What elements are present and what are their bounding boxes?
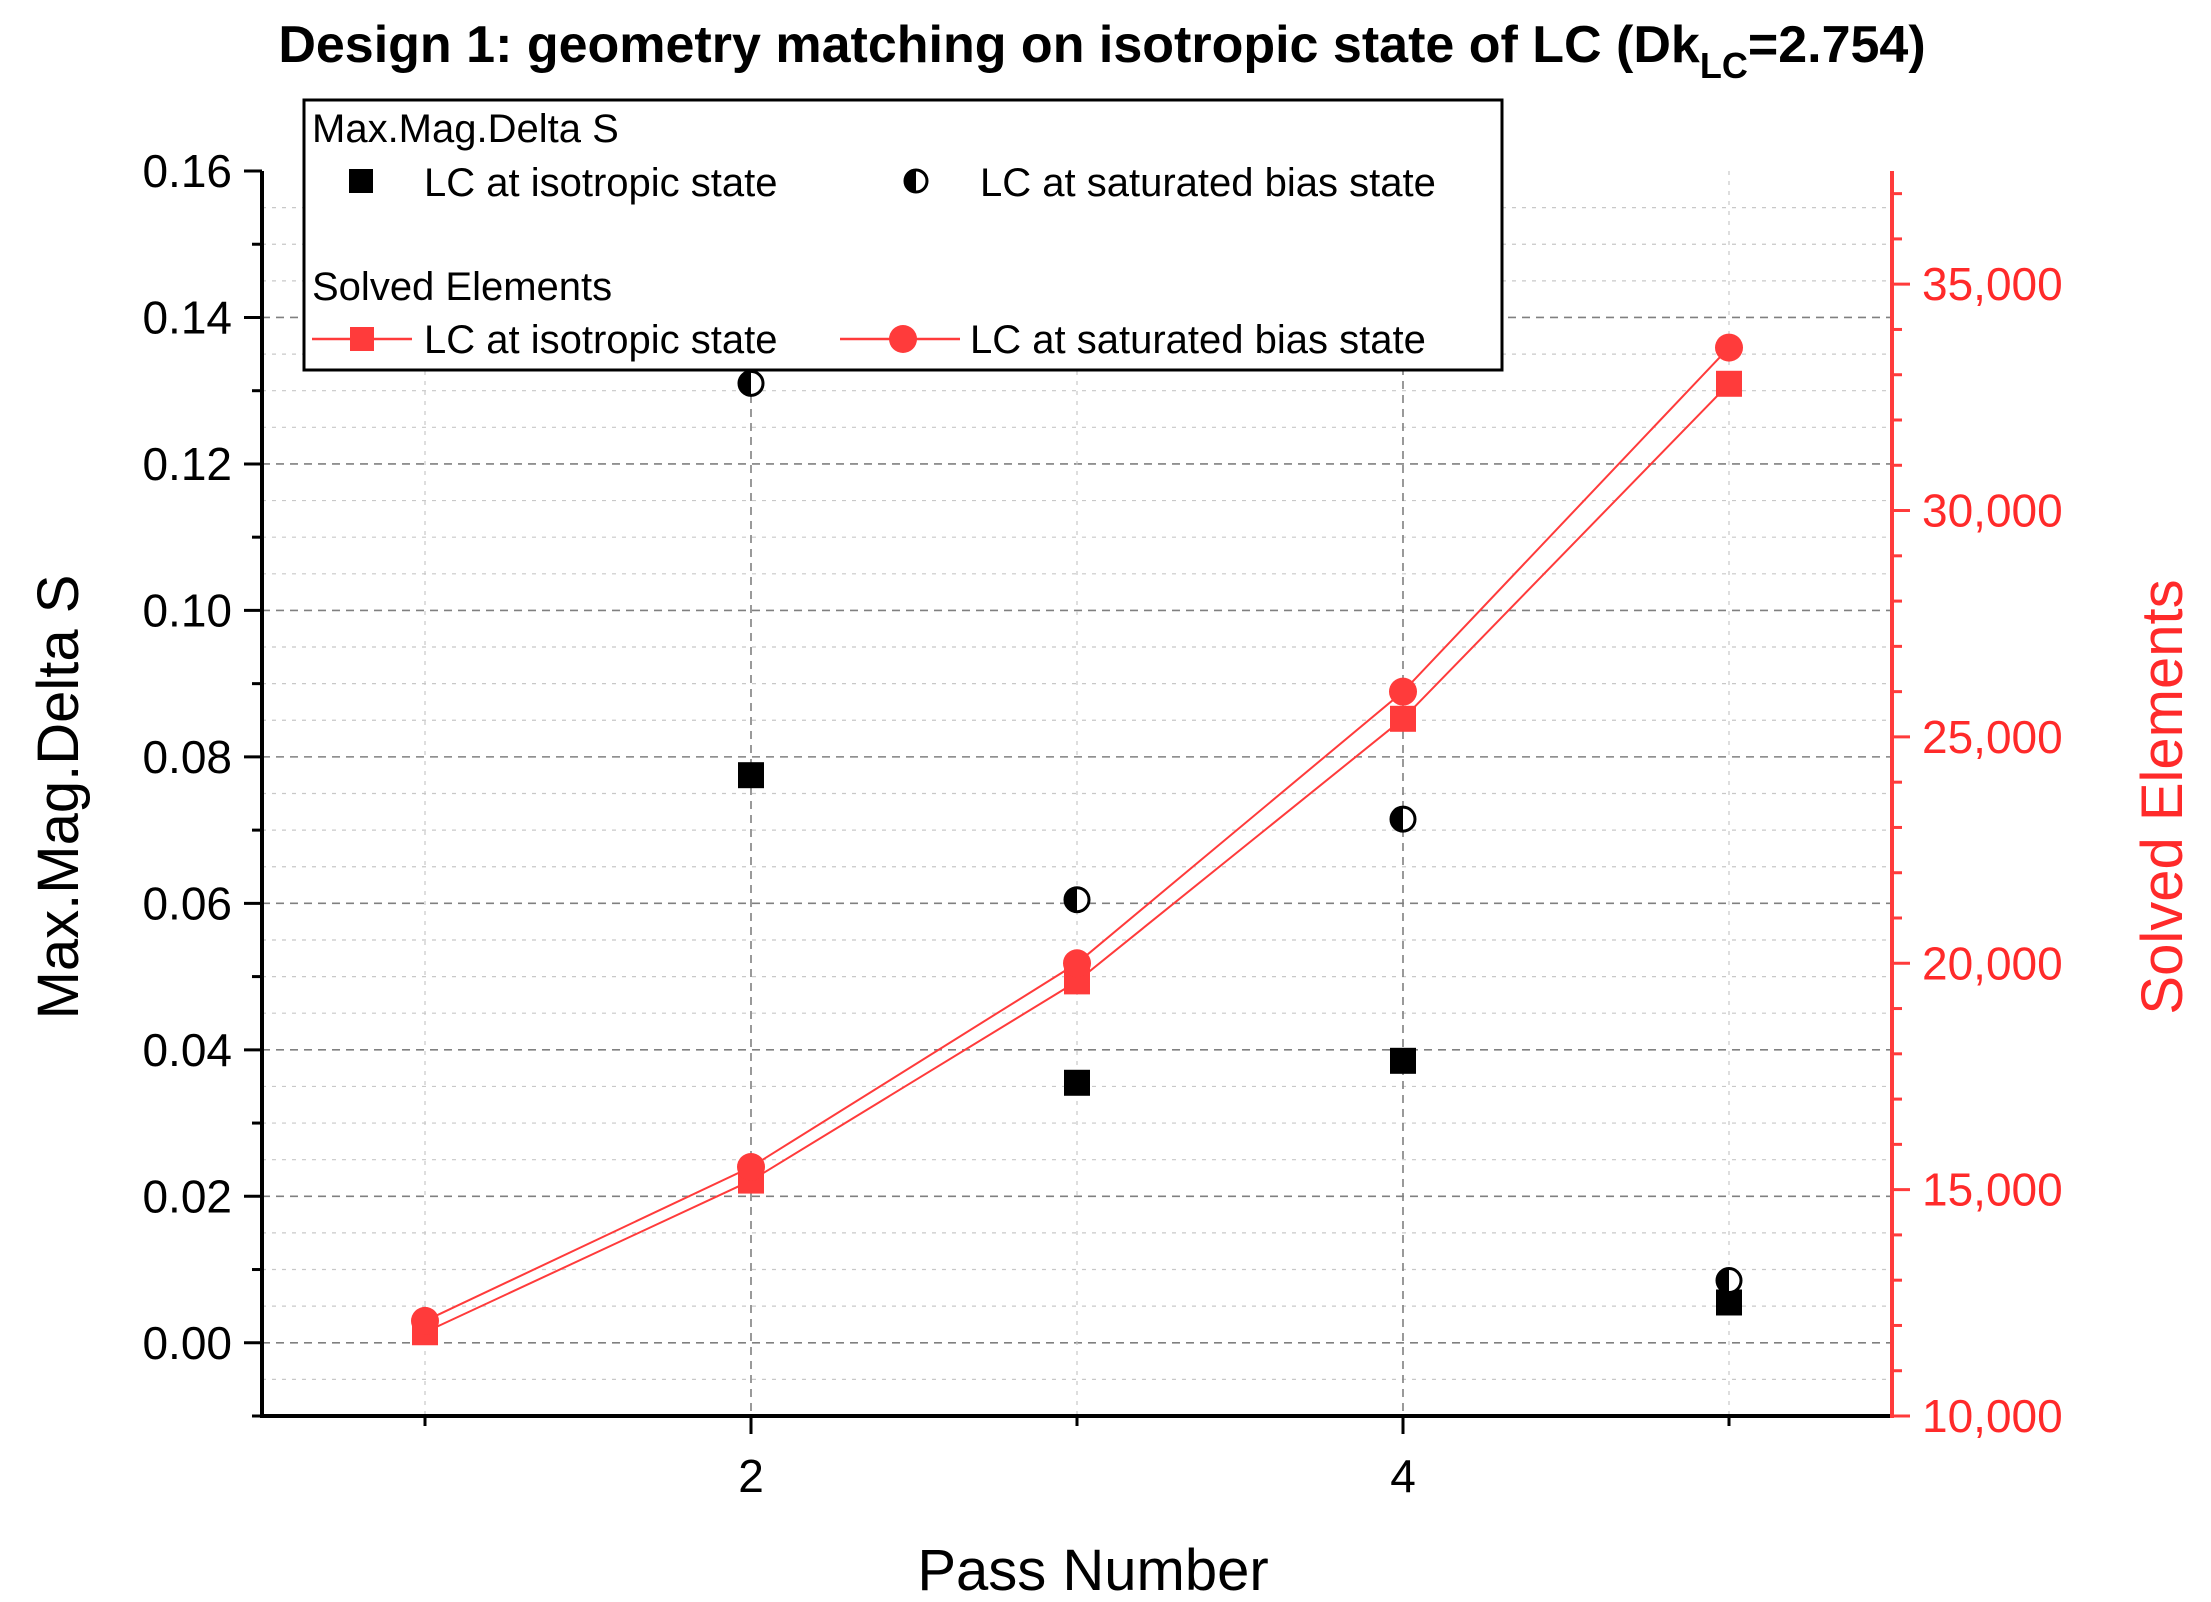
legend-square-marker	[349, 169, 373, 193]
legend: Max.Mag.Delta S LC at isotropic state LC…	[302, 98, 1504, 372]
y-tick-label-left: 0.08	[142, 731, 232, 783]
chart-title: Design 1: geometry matching on isotropic…	[278, 16, 1925, 86]
y-axis-label-right: Solved Elements	[2130, 579, 2195, 1014]
legend-square-marker-red	[350, 327, 374, 351]
data-point-square-red	[1390, 705, 1416, 732]
title-prefix: Design 1: geometry matching on isotropic…	[278, 16, 1700, 74]
data-point-circle-red	[1063, 949, 1091, 978]
legend-entry-elements-isotropic: LC at isotropic state	[312, 318, 778, 362]
title-suffix: =2.754)	[1748, 16, 1926, 74]
y-tick-label-right: 10,000	[1922, 1390, 2063, 1442]
y-tick-label-left: 0.10	[142, 584, 232, 636]
y-tick-label-left: 0.14	[142, 291, 232, 343]
legend-entry-delta-isotropic: LC at isotropic state	[349, 161, 778, 205]
y-axis-label-left: Max.Mag.Delta S	[26, 575, 91, 1020]
grid	[262, 171, 1892, 1416]
y-tick-label-right: 30,000	[1922, 485, 2063, 537]
legend-label-elements-isotropic: LC at isotropic state	[424, 318, 778, 362]
y-tick-label-left: 0.04	[142, 1024, 232, 1076]
y-tick-label-right: 20,000	[1922, 937, 2063, 989]
series-line	[424, 383, 1730, 1334]
legend-group-title-elements: Solved Elements	[312, 265, 612, 309]
data-point-square-red	[1716, 370, 1742, 397]
data-point-half-circle-fill	[1065, 887, 1077, 912]
data-marks	[411, 333, 1743, 1346]
y-tick-label-right: 15,000	[1922, 1164, 2063, 1216]
legend-half-circle-fill	[905, 170, 916, 192]
y-tick-label-left: 0.00	[142, 1317, 232, 1369]
title-subscript: LC	[1700, 45, 1748, 86]
legend-label-elements-saturated: LC at saturated bias state	[970, 318, 1426, 362]
legend-circle-marker-red	[889, 325, 917, 353]
x-tick-label: 4	[1390, 1450, 1416, 1502]
y-tick-label-left: 0.02	[142, 1170, 232, 1222]
data-point-circle-red	[1389, 677, 1417, 706]
legend-entry-delta-saturated: LC at saturated bias state	[903, 161, 1436, 205]
data-point-square	[1390, 1047, 1416, 1074]
axes: 0.00 0.02 0.04 0.06 0.08 0.10 0.12 0.14 0.16 10,0…	[142, 145, 2062, 1502]
data-point-half-circle-fill	[739, 371, 751, 396]
legend-label-delta-saturated: LC at saturated bias state	[980, 161, 1436, 205]
data-point-circle-red	[1715, 333, 1743, 362]
legend-label-delta-isotropic: LC at isotropic state	[424, 161, 778, 205]
y-tick-label-right: 35,000	[1922, 258, 2063, 310]
y-tick-label-right: 25,000	[1922, 711, 2063, 763]
data-point-circle-red	[737, 1153, 765, 1181]
data-point-half-circle-fill	[1391, 807, 1403, 832]
y-tick-label-left: 0.06	[142, 877, 232, 929]
data-point-circle-red	[411, 1306, 439, 1335]
data-point-square	[738, 762, 764, 789]
x-tick-label: 2	[738, 1450, 764, 1502]
data-point-square	[1064, 1069, 1090, 1096]
y-tick-label-left: 0.16	[142, 145, 232, 197]
legend-entry-elements-saturated: LC at saturated bias state	[840, 318, 1426, 362]
y-tick-label-left: 0.12	[142, 438, 232, 490]
x-axis-label: Pass Number	[917, 1538, 1268, 1602]
legend-group-title-delta: Max.Mag.Delta S	[312, 107, 619, 151]
data-point-half-circle-fill	[1717, 1268, 1729, 1293]
